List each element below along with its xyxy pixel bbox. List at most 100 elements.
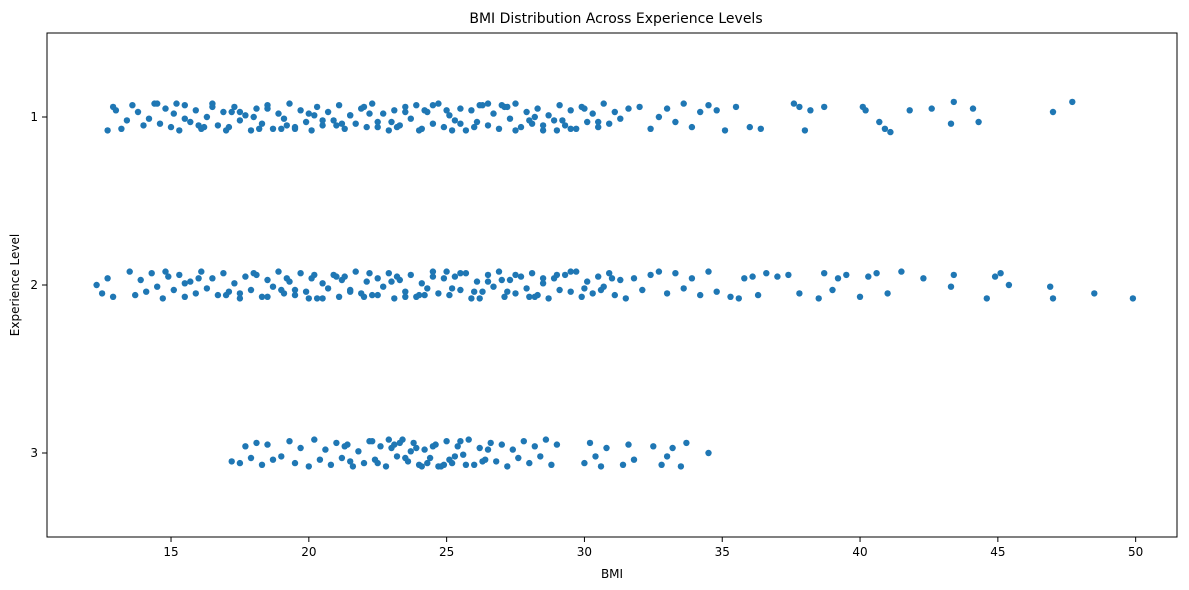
x-tick-label: 25: [439, 545, 454, 559]
data-point: [195, 275, 202, 282]
data-point: [269, 283, 277, 290]
data-point: [465, 436, 472, 443]
data-point: [567, 268, 574, 275]
data-point: [154, 283, 161, 290]
data-point: [236, 108, 244, 116]
data-point: [457, 286, 464, 294]
data-point: [592, 453, 599, 460]
data-point: [134, 108, 142, 116]
x-tick-label: 20: [301, 545, 316, 559]
data-point: [402, 293, 409, 300]
data-point: [520, 438, 527, 445]
data-point: [162, 105, 169, 112]
data-point: [380, 110, 387, 117]
data-point: [369, 291, 376, 299]
data-point: [490, 110, 497, 117]
data-point: [606, 120, 613, 127]
data-point: [531, 443, 538, 450]
data-point: [471, 288, 478, 295]
data-point: [333, 273, 340, 280]
data-point: [140, 122, 147, 129]
data-point: [454, 443, 461, 450]
data-point: [435, 290, 442, 297]
data-point: [561, 271, 569, 279]
data-point: [291, 125, 299, 132]
data-point: [537, 453, 544, 460]
data-point: [754, 291, 762, 299]
data-point: [366, 270, 373, 277]
data-point: [429, 120, 437, 127]
data-point: [335, 102, 343, 109]
x-tick-label: 40: [852, 545, 867, 559]
data-point: [471, 461, 478, 468]
data-point: [815, 295, 822, 302]
data-point: [324, 108, 332, 116]
data-point: [636, 103, 643, 111]
data-point: [548, 461, 555, 468]
data-point: [785, 271, 792, 279]
data-point: [275, 268, 282, 275]
data-point: [446, 456, 453, 463]
data-point: [606, 270, 613, 277]
data-point: [407, 448, 414, 455]
data-point: [498, 102, 505, 109]
data-point: [258, 293, 266, 300]
data-point: [283, 122, 290, 129]
data-point: [658, 461, 665, 468]
data-point: [123, 117, 131, 124]
data-point: [617, 115, 624, 122]
data-point: [421, 446, 428, 453]
data-point: [435, 463, 442, 470]
data-point: [242, 443, 249, 450]
data-point: [581, 285, 588, 292]
data-point: [231, 103, 238, 111]
data-point: [705, 102, 712, 109]
data-point: [586, 439, 594, 447]
data-point: [214, 122, 222, 129]
data-point: [534, 105, 541, 112]
data-point: [517, 123, 525, 131]
data-point: [741, 275, 748, 282]
data-point: [374, 459, 381, 467]
data-point: [732, 103, 740, 111]
data-point: [192, 107, 199, 114]
x-axis-ticks: 15 20 25 30 35 40 45 50: [163, 537, 1143, 559]
data-point: [236, 295, 244, 302]
data-point: [448, 127, 456, 134]
data-point: [297, 444, 304, 452]
data-point: [242, 112, 249, 119]
data-point: [619, 461, 627, 468]
data-point: [876, 118, 883, 126]
data-point: [181, 115, 188, 122]
data-point: [595, 118, 602, 126]
data-point: [655, 113, 663, 121]
data-point: [347, 112, 354, 119]
data-point: [727, 293, 734, 300]
data-point: [316, 456, 324, 463]
data-point: [192, 290, 199, 297]
data-point: [330, 117, 337, 124]
data-point: [393, 123, 401, 131]
data-point: [187, 278, 194, 285]
data-point: [247, 454, 255, 462]
data-point: [418, 280, 425, 287]
data-point: [283, 275, 290, 282]
data-point: [887, 128, 894, 136]
data-point: [363, 278, 370, 285]
data-point: [539, 127, 547, 134]
data-point: [457, 105, 464, 112]
data-point: [796, 290, 803, 297]
data-point: [451, 453, 459, 460]
data-point: [291, 459, 299, 467]
data-point: [369, 100, 376, 107]
data-point: [407, 115, 414, 122]
data-point: [462, 127, 470, 134]
data-point: [236, 459, 244, 467]
data-point: [975, 118, 982, 126]
data-point: [258, 461, 266, 468]
data-point: [669, 444, 676, 452]
data-point: [228, 458, 235, 465]
data-point: [198, 268, 205, 275]
data-point: [209, 275, 216, 282]
